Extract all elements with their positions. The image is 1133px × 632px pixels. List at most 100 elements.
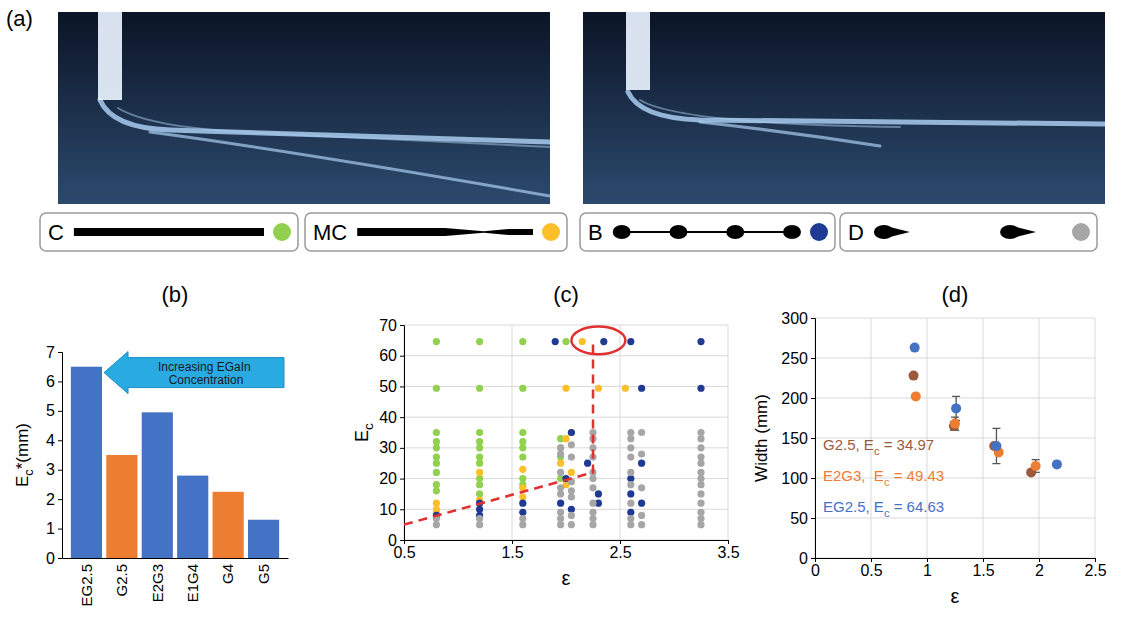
tick: 30 bbox=[379, 439, 404, 456]
tick-label: 2 bbox=[1035, 562, 1044, 579]
tick-mark bbox=[811, 558, 815, 559]
point bbox=[519, 453, 526, 460]
tick-label: E2G3 bbox=[149, 564, 166, 602]
legend-entry: E2G3, Ec = 49.43 bbox=[823, 467, 944, 488]
panel-c: 0.51.52.53.5010203040506070(c)εEc bbox=[352, 282, 740, 589]
point bbox=[638, 500, 645, 507]
text-part: E2G3, bbox=[823, 467, 874, 484]
point bbox=[622, 385, 629, 392]
tick-label: 0 bbox=[799, 550, 808, 567]
bar bbox=[142, 412, 173, 558]
grid-line bbox=[983, 318, 984, 558]
point bbox=[433, 438, 440, 445]
text-part: G2.5, bbox=[823, 436, 864, 453]
point bbox=[638, 429, 645, 436]
tick-label: 50 bbox=[379, 378, 397, 395]
point bbox=[476, 481, 483, 488]
tick-mark bbox=[400, 325, 404, 326]
tick-mark bbox=[58, 440, 62, 441]
icon-bead bbox=[669, 225, 687, 239]
point bbox=[950, 419, 960, 429]
axis-title: ε bbox=[951, 585, 960, 607]
key-box bbox=[840, 213, 1097, 251]
key-swatch bbox=[1072, 223, 1090, 241]
point bbox=[568, 429, 575, 436]
point bbox=[638, 484, 645, 491]
point bbox=[557, 460, 564, 467]
tick-label: 2 bbox=[46, 491, 55, 508]
tick-mark bbox=[400, 386, 404, 387]
bar bbox=[177, 476, 208, 558]
annotations bbox=[404, 327, 625, 525]
point bbox=[519, 509, 526, 516]
photo-background bbox=[58, 12, 550, 204]
point bbox=[476, 490, 483, 497]
tick-label: 2.5 bbox=[1084, 562, 1106, 579]
error-bar bbox=[952, 396, 960, 420]
tick-label: 4 bbox=[46, 432, 55, 449]
text-part: EG2.5, bbox=[823, 498, 874, 515]
tick: 150 bbox=[781, 430, 815, 447]
subscript: c bbox=[361, 423, 376, 430]
point bbox=[519, 475, 526, 482]
panel-title: (d) bbox=[942, 282, 969, 307]
point bbox=[433, 481, 440, 488]
point bbox=[557, 490, 564, 497]
point bbox=[568, 469, 575, 476]
point bbox=[519, 500, 526, 507]
tick: 7 bbox=[46, 344, 62, 361]
point bbox=[584, 460, 591, 467]
x-axis: EG2.5G2.5E2G3E1G4G4G5 bbox=[63, 558, 289, 607]
tick-mark bbox=[400, 448, 404, 449]
tick-label: 0 bbox=[388, 532, 397, 549]
nozzle bbox=[626, 12, 650, 90]
tick-label: 5 bbox=[46, 402, 55, 419]
icon-droplet-tail bbox=[890, 227, 910, 237]
axis-title: Ec bbox=[352, 423, 376, 442]
tick: 2.5 bbox=[609, 540, 631, 561]
bar bbox=[248, 520, 279, 558]
point bbox=[519, 438, 526, 445]
bar bbox=[106, 455, 137, 558]
tick: 0 bbox=[799, 550, 815, 567]
key-swatch bbox=[810, 223, 828, 241]
tick-mark bbox=[58, 499, 62, 500]
icon-droplet-tail bbox=[1016, 227, 1036, 237]
tick: 1.5 bbox=[972, 558, 994, 579]
point bbox=[433, 487, 440, 494]
annotation-arrow bbox=[104, 352, 284, 394]
tick-label: 3.5 bbox=[717, 544, 739, 561]
tick-label: 200 bbox=[781, 390, 808, 407]
grid-line bbox=[404, 447, 728, 448]
tick: 0.5 bbox=[860, 558, 882, 579]
point bbox=[433, 385, 440, 392]
tick-mark bbox=[58, 352, 62, 353]
tick-label: 1.5 bbox=[501, 544, 523, 561]
tick-label: 30 bbox=[379, 439, 397, 456]
tick-label: 70 bbox=[379, 317, 397, 334]
tick: 2 bbox=[46, 491, 62, 508]
point bbox=[519, 444, 526, 451]
tick: 3.5 bbox=[717, 540, 739, 561]
grid-line bbox=[815, 318, 1095, 319]
point bbox=[600, 338, 607, 345]
point bbox=[568, 506, 575, 513]
point bbox=[557, 450, 564, 457]
point bbox=[557, 484, 564, 491]
point bbox=[697, 475, 704, 482]
boundary-line bbox=[404, 340, 593, 524]
tick-label: 10 bbox=[379, 501, 397, 518]
point bbox=[476, 385, 483, 392]
tick: 70 bbox=[379, 317, 404, 334]
point bbox=[562, 435, 569, 442]
point bbox=[433, 460, 440, 467]
point bbox=[568, 487, 575, 494]
axis-title: Ec*(mm) bbox=[13, 423, 36, 487]
grid-line bbox=[815, 518, 1095, 519]
point bbox=[697, 444, 704, 451]
point bbox=[433, 500, 440, 507]
point bbox=[589, 521, 596, 528]
point bbox=[991, 441, 1001, 451]
tick-label: 60 bbox=[379, 347, 397, 364]
tick-mark bbox=[58, 558, 62, 559]
